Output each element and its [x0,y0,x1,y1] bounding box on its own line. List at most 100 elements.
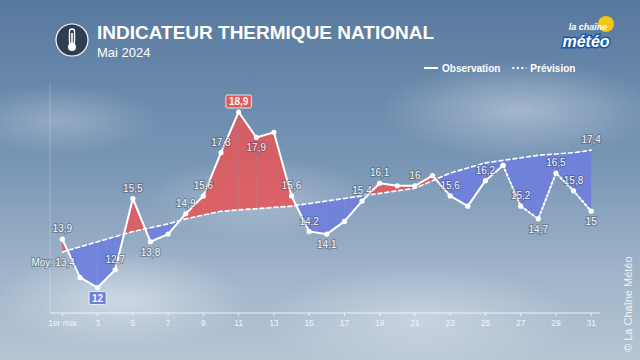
data-point [271,130,276,135]
x-tick-label: 21 [410,318,420,328]
reference-label: 13,4 [55,257,75,268]
thermometer-icon [56,24,88,56]
data-point [95,285,100,290]
logo-text: météo [562,33,609,50]
data-point [430,173,435,178]
data-label: 13,8 [141,247,161,258]
data-labels: 13,91212,715,513,814,915,617,318,917,915… [31,95,601,305]
data-point [377,181,382,186]
data-label: 15,6 [282,180,302,191]
legend-swatch [512,67,526,69]
data-label: 15 [586,216,598,227]
legend: Observation Prévision [424,63,575,74]
data-point [553,170,558,175]
series-line [62,112,503,288]
data-point [518,204,523,209]
data-label: 16 [409,170,421,181]
credit: © La Chaîne Météo [622,256,634,352]
x-tick-label: 17 [340,318,350,328]
x-tick [520,313,521,316]
x-tick [555,313,556,316]
data-point [201,193,206,198]
x-tick-label: 23 [445,318,455,328]
data-point [571,188,576,193]
data-label: 16,2 [476,165,496,176]
data-point [589,209,594,214]
data-point [60,237,65,242]
icon-mercury [71,33,73,46]
x-tick-label: 11 [234,318,243,328]
data-label: 15,8 [564,175,584,186]
data-point [113,267,118,272]
y-axis-line [50,84,51,313]
x-tick [203,313,204,316]
data-point [359,198,364,203]
data-point [289,193,294,198]
x-tick [309,313,310,316]
series-line [503,165,591,218]
data-point [307,229,312,234]
x-tick-label: 3 [95,318,100,328]
data-label: 14,9 [176,198,196,209]
anomaly-area [221,112,239,211]
data-label: 18,9 [229,96,249,107]
data-label: 12 [92,293,104,304]
data-point [483,178,488,183]
data-label: 17,9 [247,142,267,153]
x-tick [344,313,345,316]
icon-circle [56,24,88,56]
x-tick [450,313,451,316]
x-tick [62,313,63,316]
data-label: 17,3 [211,137,231,148]
data-label: 13,9 [53,223,73,234]
data-point [183,211,188,216]
data-point [448,193,453,198]
logo: la chaînemétéo [562,16,614,50]
chart: INDICATEUR THERMIQUE NATIONAL Mai 2024 la … [0,0,640,360]
data-point [536,216,541,221]
data-label: 15,4 [352,185,372,196]
data-point [218,150,223,155]
logo-text: la chaîne [569,22,608,32]
data-point [254,135,259,140]
data-point [166,232,171,237]
x-tick [591,313,592,316]
plot-area [60,109,594,290]
data-point [412,183,417,188]
title: INDICATEUR THERMIQUE NATIONAL [97,22,434,43]
x-tick [273,313,274,316]
legend-label: Prévision [530,63,575,74]
data-point [77,275,82,280]
data-point [148,239,153,244]
anomaly-areas [62,112,591,288]
data-label: 14,7 [529,224,549,235]
subtitle: Mai 2024 [97,45,150,60]
x-tick-label: 7 [166,318,171,328]
x-tick [238,313,239,316]
x-tick-label: 5 [130,318,135,328]
anomaly-area [521,155,539,219]
x-tick-label: 13 [269,318,279,328]
x-tick [379,313,380,316]
label-box [226,95,251,108]
reference-line [62,150,591,252]
data-point [236,109,241,114]
data-point [500,163,505,168]
data-label: 14,1 [317,239,337,250]
reference-name: Moy. [31,257,52,268]
x-tick [485,313,486,316]
label-box [89,292,106,305]
data-label: 15,2 [511,190,531,201]
x-tick-label: 9 [201,318,206,328]
reference-label: 17,4 [581,134,601,145]
data-label: 16,1 [370,167,390,178]
x-tick [97,313,98,316]
x-tick-label: 31 [586,318,596,328]
data-label: 16,5 [546,157,566,168]
data-point [500,163,505,168]
data-label: 15,5 [123,183,143,194]
legend-swatch [424,67,438,69]
legend-label: Observation [442,63,500,74]
x-tick [414,313,415,316]
data-point [395,183,400,188]
